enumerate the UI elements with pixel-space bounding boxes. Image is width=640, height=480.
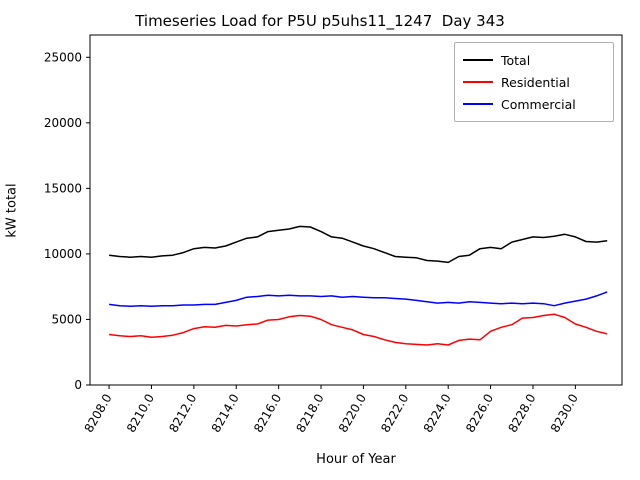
series-line-residential: [109, 313, 608, 346]
series-line-total: [109, 225, 608, 264]
x-tick-label: 8218.0: [294, 392, 327, 435]
legend-item-commercial: Commercial: [463, 93, 605, 115]
x-tick-label: 8230.0: [548, 392, 581, 435]
x-tick-label: 8216.0: [251, 392, 284, 435]
x-tick-label: 8212.0: [166, 392, 199, 435]
x-axis-label: Hour of Year: [316, 452, 396, 467]
x-tick-label: 8208.0: [82, 392, 115, 435]
legend-label-commercial: Commercial: [501, 96, 576, 112]
y-tick-label: 25000: [44, 50, 82, 64]
series-line-commercial: [109, 291, 608, 308]
chart-title: Timeseries Load for P5U p5uhs11_1247 Day…: [135, 12, 505, 30]
commercial-line-swatch: [463, 103, 493, 105]
legend-item-total: Total: [463, 49, 605, 71]
y-axis-label: kW total: [4, 183, 20, 238]
legend-label-residential: Residential: [501, 74, 570, 90]
y-tick-label: 5000: [51, 312, 82, 326]
x-tick-label: 8210.0: [124, 392, 157, 435]
legend-label-total: Total: [501, 52, 531, 68]
x-tick-label: 8224.0: [421, 392, 454, 435]
y-tick-label: 15000: [44, 181, 82, 195]
x-tick-label: 8222.0: [378, 392, 411, 435]
y-tick-label: 0: [74, 378, 82, 392]
x-tick-label: 8214.0: [209, 392, 242, 435]
legend: Total Residential Commercial: [454, 42, 614, 122]
axes-frame: [89, 34, 623, 386]
legend-item-residential: Residential: [463, 71, 605, 93]
residential-line-swatch: [463, 81, 493, 83]
x-tick-label: 8226.0: [463, 392, 496, 435]
x-tick-label: 8228.0: [505, 392, 538, 435]
y-tick-label: 10000: [44, 247, 82, 261]
total-line-swatch: [463, 59, 493, 61]
y-tick-label: 20000: [44, 116, 82, 130]
x-tick-label: 8220.0: [336, 392, 369, 435]
